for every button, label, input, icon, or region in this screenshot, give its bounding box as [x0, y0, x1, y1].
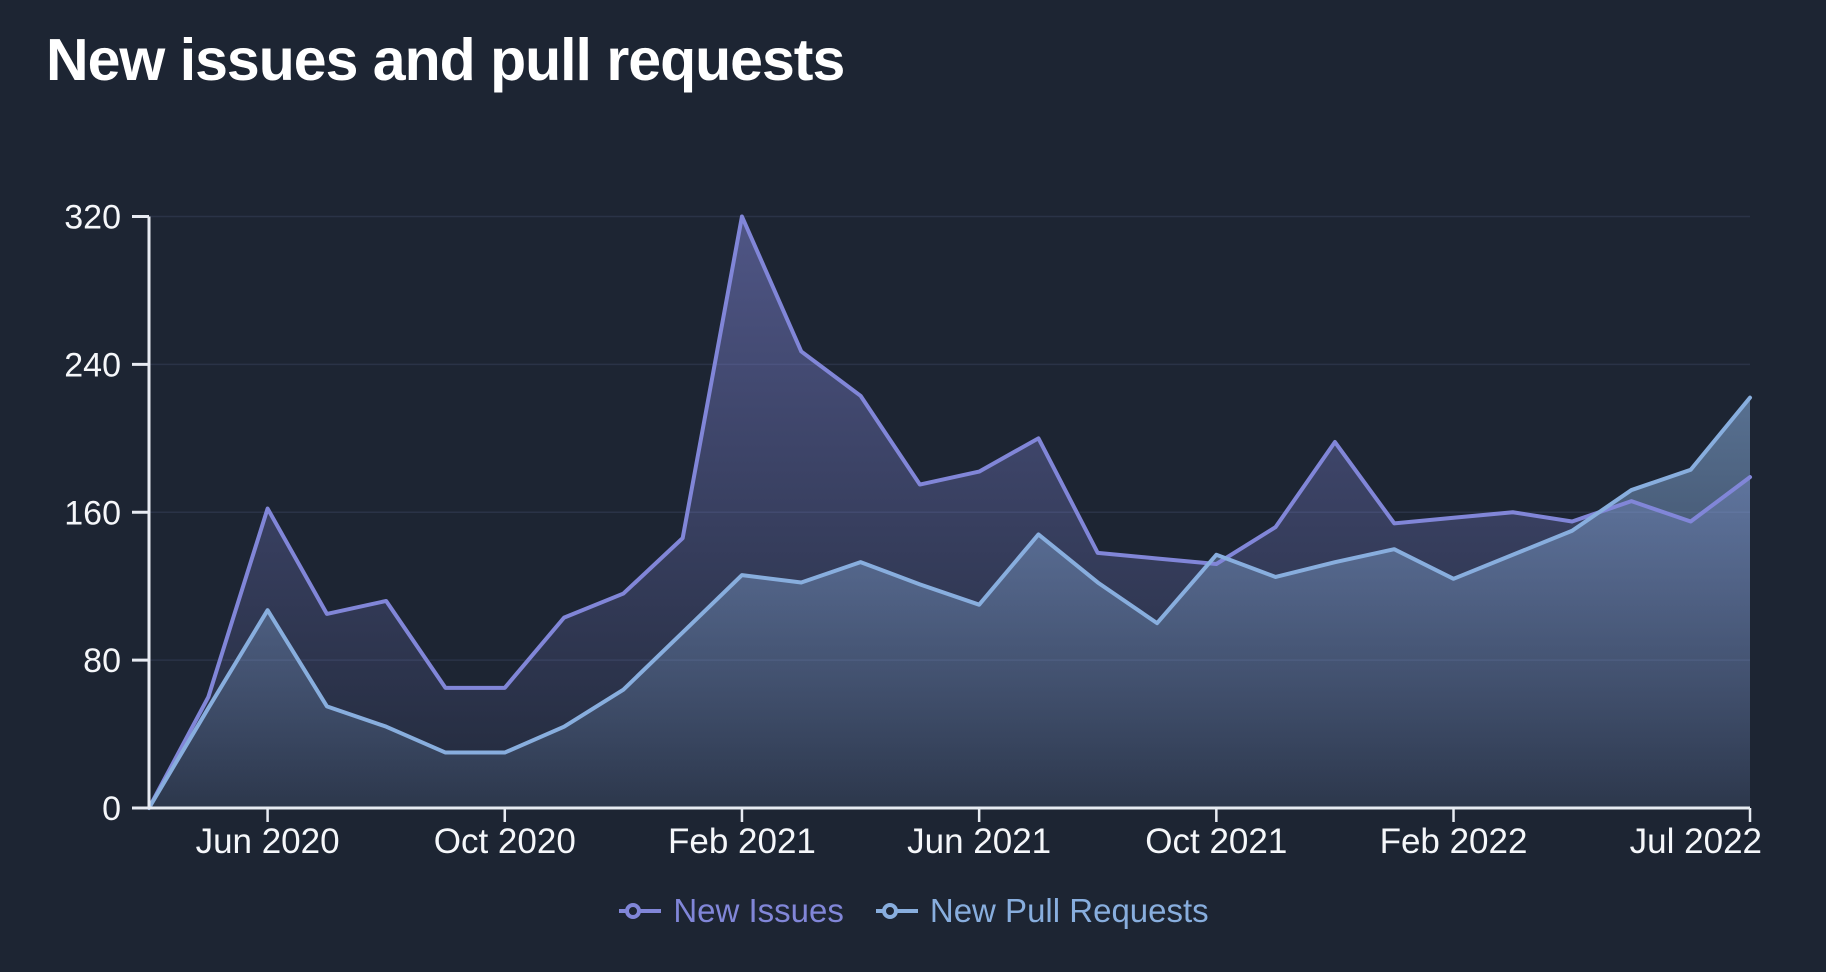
y-tick-label: 320 [64, 199, 121, 237]
legend-item-new-issues[interactable]: New Issues [617, 894, 844, 927]
y-tick-label: 80 [83, 642, 121, 680]
x-tick-label: Jun 2020 [196, 822, 340, 861]
chart-legend: New Issues New Pull Requests [0, 894, 1826, 927]
new-pull-requests-legend-marker [875, 902, 918, 919]
y-tick-label: 240 [64, 346, 121, 384]
x-tick-label: Jul 2022 [1630, 822, 1762, 861]
x-tick-label: Feb 2022 [1380, 822, 1528, 861]
x-tick-label: Oct 2020 [434, 822, 576, 861]
x-tick-label: Feb 2021 [668, 822, 816, 861]
new-issues-legend-marker [619, 902, 662, 919]
y-tick-label: 160 [64, 494, 121, 532]
x-tick-label: Oct 2021 [1145, 822, 1287, 861]
legend-item-new-pull-requests[interactable]: New Pull Requests [874, 894, 1209, 927]
issues-line[interactable] [147, 214, 1752, 810]
legend-label-new-issues: New Issues [673, 892, 844, 929]
chart-title: New issues and pull requests [46, 27, 845, 93]
pull-requests-area [149, 397, 1750, 808]
y-tick-label: 0 [102, 790, 121, 828]
x-tick-label: Jun 2021 [907, 822, 1051, 861]
pull-requests-line[interactable] [147, 395, 1752, 810]
legend-label-new-pull-requests: New Pull Requests [929, 892, 1209, 929]
